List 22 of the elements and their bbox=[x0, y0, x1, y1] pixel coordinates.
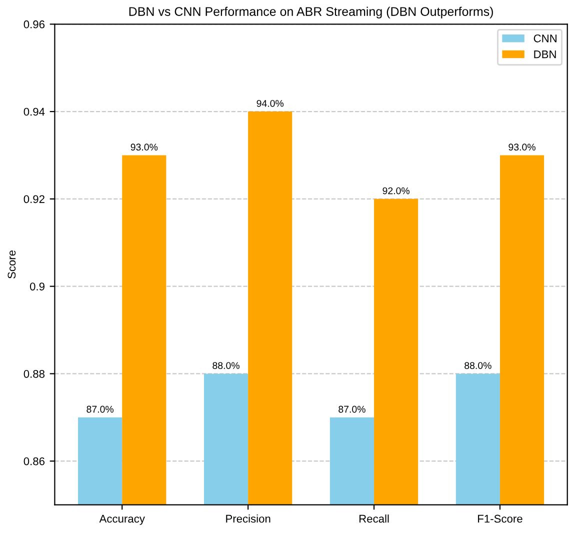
y-tick-label: 0.96 bbox=[24, 20, 45, 28]
legend-label: DBN bbox=[534, 50, 556, 58]
y-tick-label: 0.88 bbox=[24, 370, 45, 378]
data-label: 87.0% bbox=[86, 406, 114, 413]
y-tick-label: 0.92 bbox=[24, 195, 44, 204]
y-axis-title: Score bbox=[8, 250, 16, 278]
x-tick-label: Recall bbox=[359, 514, 389, 523]
data-label: 87.0% bbox=[338, 406, 366, 413]
data-label: 93.0% bbox=[508, 144, 536, 151]
y-tick-label: 0.86 bbox=[24, 457, 45, 466]
x-tick-label: Precision bbox=[226, 514, 270, 523]
data-label: 94.0% bbox=[256, 100, 284, 107]
x-tick-label: Accuracy bbox=[99, 514, 145, 525]
data-label: 93.0% bbox=[130, 144, 158, 151]
data-label: 88.0% bbox=[212, 362, 240, 370]
data-label: 92.0% bbox=[382, 187, 410, 194]
y-tick-label: 0.94 bbox=[24, 108, 45, 116]
y-tick-label: 0.9 bbox=[30, 282, 44, 290]
chart-title: DBN vs CNN Performance on ABR Streaming (DBN Outperforms) bbox=[129, 6, 493, 18]
data-label: 88.0% bbox=[464, 362, 492, 370]
legend-label: CNN bbox=[534, 34, 556, 42]
x-tick-label: F1-Score bbox=[478, 514, 522, 523]
